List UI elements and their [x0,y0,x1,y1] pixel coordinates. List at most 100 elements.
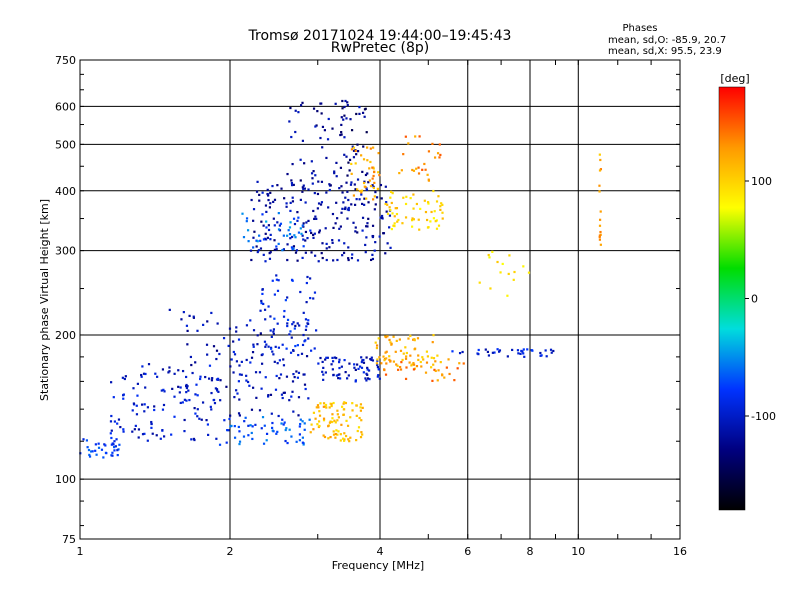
data-point [249,361,252,364]
data-point [356,363,359,366]
colorbar-tick-label: 0 [751,293,758,306]
data-point [598,184,601,187]
data-point [365,197,368,200]
data-point [349,118,352,121]
data-point [374,341,377,344]
data-point [269,347,273,350]
data-point [264,232,267,235]
data-point [293,222,297,226]
data-point [290,184,294,187]
data-point [301,256,304,260]
data-point [331,356,334,360]
data-point [277,242,280,245]
data-point [400,169,403,172]
data-point [302,187,305,190]
data-point [550,351,553,354]
data-point [292,183,295,186]
data-point [285,347,288,350]
data-point [259,239,262,242]
data-point [367,201,370,204]
data-point [286,322,289,325]
data-point [322,378,325,381]
data-point [238,430,241,433]
data-point [111,451,114,454]
data-point [282,423,285,426]
data-point [340,423,343,426]
data-point [353,183,356,186]
data-point [190,363,193,367]
data-point [237,338,241,341]
data-point [350,172,353,175]
data-point [232,350,235,354]
data-point [441,217,444,220]
x-tick-label: 4 [377,545,384,558]
data-point [439,208,442,211]
data-point [412,193,415,196]
data-point [299,179,302,182]
data-point [260,427,263,430]
data-point [297,216,300,219]
data-point [322,402,326,405]
data-point [228,327,232,330]
data-point [353,363,356,366]
data-point [272,217,275,220]
data-point [321,242,324,245]
data-point [552,349,555,353]
data-point [286,324,289,328]
data-point [383,368,386,372]
data-point [377,152,380,155]
x-tick-label: 10 [571,545,585,558]
data-point [373,170,376,174]
data-point [359,409,363,412]
data-point [219,379,222,382]
data-point [486,350,490,354]
data-point [513,270,516,274]
data-point [344,401,348,405]
data-point [376,358,379,361]
data-point [336,258,339,262]
data-point [431,379,434,382]
data-point [91,450,94,453]
data-point [324,371,327,374]
data-point [361,406,364,409]
data-point [256,334,259,337]
data-point [522,348,525,351]
data-point [341,437,345,440]
data-point [198,417,201,420]
data-point [333,356,336,359]
data-point [441,211,444,214]
data-point [150,426,153,429]
data-point [233,395,236,399]
data-point [119,425,122,429]
data-point [367,369,371,372]
data-point [303,373,306,376]
data-point [222,337,226,340]
data-point [273,248,276,251]
data-points [79,99,603,459]
data-point [539,351,542,355]
data-point [367,181,370,184]
data-point [133,428,136,431]
data-point [204,375,207,379]
data-point [544,349,547,352]
data-point [360,189,364,192]
data-point [430,210,433,214]
data-point [357,426,361,429]
data-point [193,438,196,442]
data-point [412,218,416,221]
data-point [173,372,176,375]
data-point [322,417,326,420]
data-point [189,355,193,359]
data-point [359,436,363,439]
data-point [307,397,310,400]
data-point [285,375,289,378]
data-point [361,229,364,232]
data-point [250,431,253,435]
data-point [301,224,304,227]
data-point [88,453,91,457]
data-point [355,153,358,156]
data-point [478,281,481,284]
data-point [461,350,464,354]
data-point [219,399,222,402]
